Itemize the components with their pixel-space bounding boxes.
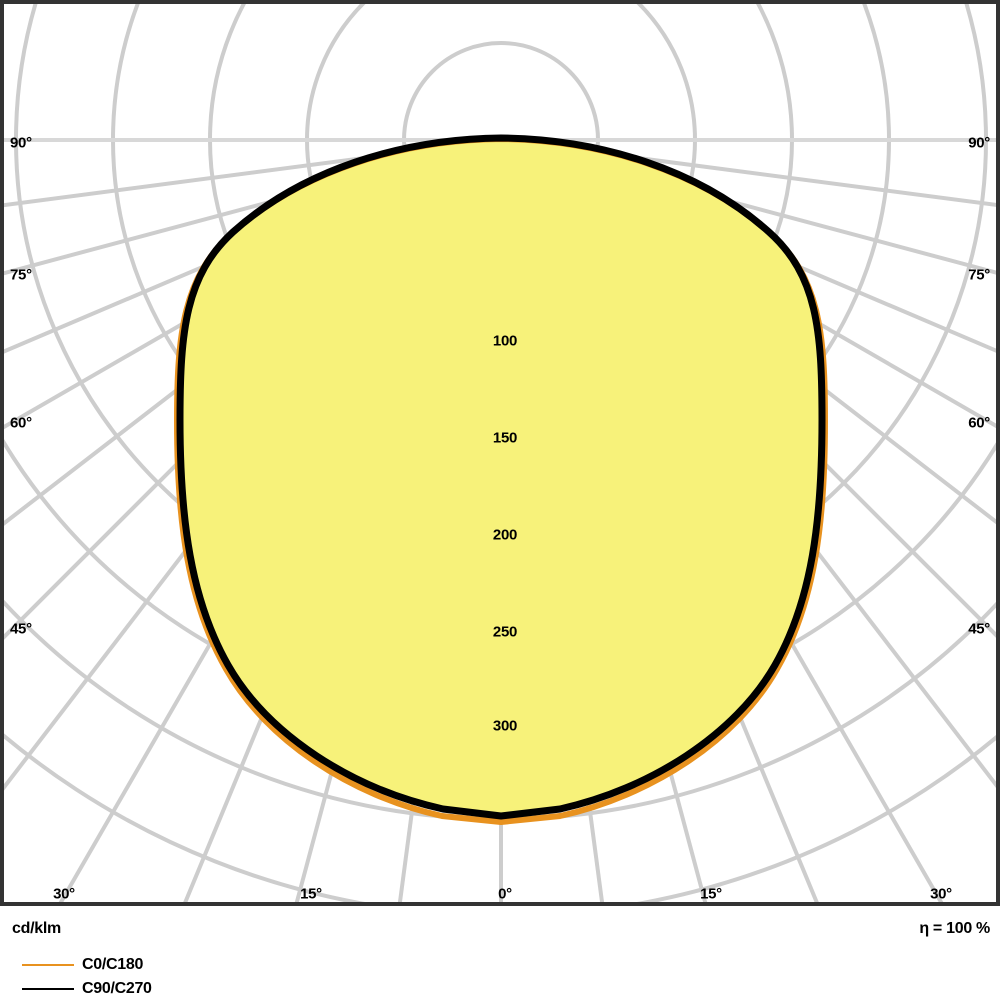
unit-label: cd/klm <box>12 920 61 937</box>
angle-label-right-90: 90° <box>968 134 990 152</box>
polar-diagram <box>4 4 996 902</box>
distribution-region <box>174 134 828 825</box>
angle-label-left-45: 45° <box>10 620 32 638</box>
radial-label-250: 250 <box>492 623 518 641</box>
chart-footer: cd/klm η = 100 % C0/C180 C90/C270 <box>0 906 1000 1000</box>
angle-label-left-75: 75° <box>10 266 32 284</box>
radial-label-150: 150 <box>492 429 518 447</box>
legend-swatch-c0-c180-line <box>22 964 74 966</box>
distribution-fill <box>180 138 822 816</box>
radial-label-100: 100 <box>492 332 518 350</box>
angle-label-bottom-15-right: 15° <box>700 885 722 903</box>
angle-label-bottom-15-left: 15° <box>300 885 322 903</box>
radial-label-200: 200 <box>492 526 518 544</box>
angle-label-left-90: 90° <box>10 134 32 152</box>
polar-plot-frame: 90° 75° 60° 45° 90° 75° 60° 45° 30° 15° … <box>0 0 1000 906</box>
angle-label-right-60: 60° <box>968 414 990 432</box>
angle-label-right-75: 75° <box>968 266 990 284</box>
angle-label-right-45: 45° <box>968 620 990 638</box>
legend-label-c0-c180: C0/C180 <box>82 956 144 973</box>
radial-label-300: 300 <box>492 717 518 735</box>
angle-label-bottom-0: 0° <box>498 885 512 903</box>
angle-label-bottom-30-right: 30° <box>930 885 952 903</box>
efficiency-label: η = 100 % <box>919 920 990 937</box>
angle-label-left-60: 60° <box>10 414 32 432</box>
legend-label-c90-c270: C90/C270 <box>82 980 152 997</box>
angle-label-bottom-30-left: 30° <box>53 885 75 903</box>
legend-swatch-c90-c270-line <box>22 988 74 990</box>
curve-c90-c270 <box>176 134 826 820</box>
